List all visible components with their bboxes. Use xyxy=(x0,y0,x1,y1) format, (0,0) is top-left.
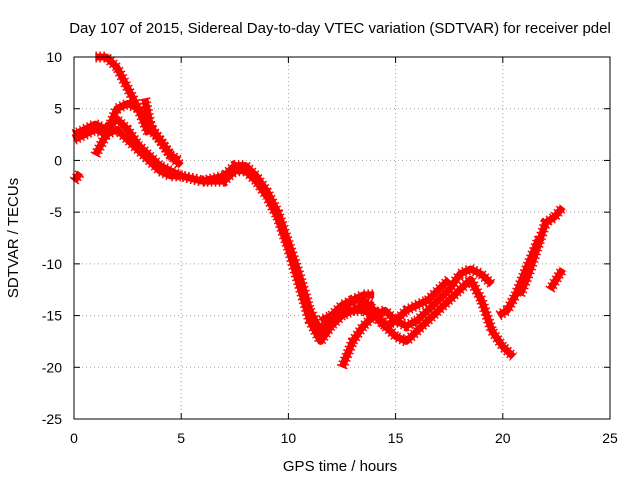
y-tick-label: -10 xyxy=(42,256,62,272)
series-arc-8-markers xyxy=(318,273,518,361)
series-arc-2 xyxy=(72,115,375,335)
series-arc-12-markers xyxy=(545,266,568,293)
series-arc-3 xyxy=(72,125,375,345)
x-tick-label: 25 xyxy=(602,430,618,446)
chart-title: Day 107 of 2015, Sidereal Day-to-day VTE… xyxy=(69,20,611,37)
y-tick-label: 10 xyxy=(46,49,62,65)
series-arc-2-markers xyxy=(71,113,375,337)
series-arc-5-markers xyxy=(90,98,155,158)
y-axis-label: SDTVAR / TECUs xyxy=(5,178,22,298)
x-tick-label: 15 xyxy=(388,430,404,446)
series-arc-1-markers xyxy=(69,169,85,185)
series-arc-9-markers xyxy=(352,275,454,332)
y-tick-label: -25 xyxy=(42,411,62,427)
x-tick-label: 0 xyxy=(70,430,78,446)
y-tick-label: -5 xyxy=(50,204,63,220)
series-arc-11-markers xyxy=(514,203,568,297)
plot-frame xyxy=(73,56,611,420)
series-layer xyxy=(69,51,568,370)
x-tick-label: 20 xyxy=(495,430,511,446)
series-arc-7-markers xyxy=(336,263,496,370)
series-arc-10-markers xyxy=(495,235,545,321)
axis-ticks: 0 5 10 15 20 25 -25 -20 -15 -10 -5 0 5 10 xyxy=(42,49,618,446)
y-tick-label: -15 xyxy=(42,308,62,324)
series-arc-3-markers xyxy=(71,123,375,347)
y-tick-label: 0 xyxy=(54,152,62,168)
series-arc-6-markers xyxy=(139,97,182,166)
x-tick-label: 10 xyxy=(281,430,297,446)
x-axis-label: GPS time / hours xyxy=(283,458,397,475)
y-tick-label: 5 xyxy=(54,101,62,117)
x-tick-label: 5 xyxy=(177,430,185,446)
y-tick-label: -20 xyxy=(42,359,62,375)
